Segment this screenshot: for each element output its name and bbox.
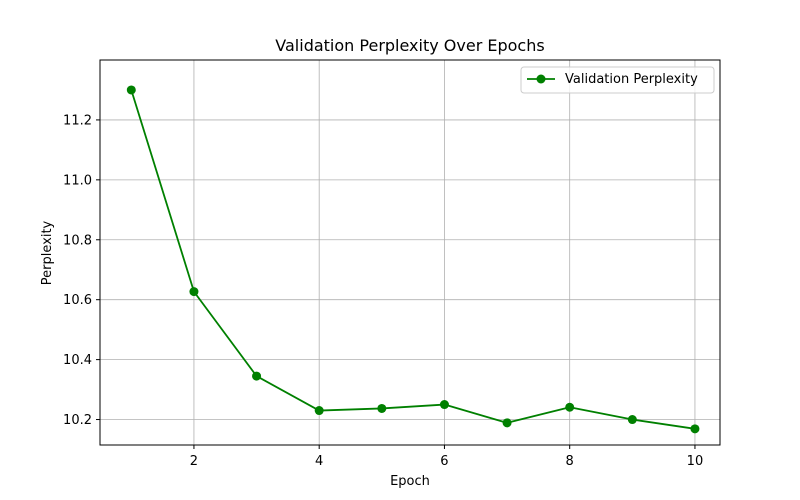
grid xyxy=(100,60,720,445)
data-point xyxy=(502,418,512,428)
data-point xyxy=(377,403,387,413)
data-point xyxy=(690,424,700,434)
x-axis-title: Epoch xyxy=(390,474,430,489)
data-point xyxy=(126,85,136,95)
plot-frame xyxy=(99,59,721,446)
ticks: 2 4 6 8 10 10.2 10.4 10.6 10.8 11.0 11.2 xyxy=(63,113,703,469)
data-point xyxy=(439,400,449,410)
series-line xyxy=(130,89,696,430)
y-tick-label: 10.4 xyxy=(63,353,92,368)
y-tick-label: 10.2 xyxy=(63,413,92,428)
legend: Validation Perplexity xyxy=(520,66,715,94)
x-tick-label: 2 xyxy=(190,454,198,469)
series-layer xyxy=(126,85,700,434)
y-tick-label: 10.6 xyxy=(63,293,92,308)
x-tick-label: 6 xyxy=(440,454,448,469)
legend-label: Validation Perplexity xyxy=(565,72,698,87)
legend-marker-sample xyxy=(536,74,546,84)
y-tick-label: 11.2 xyxy=(63,113,92,128)
legend-box xyxy=(520,66,715,94)
data-point xyxy=(314,406,324,416)
y-tick-label: 10.8 xyxy=(63,233,92,248)
data-point xyxy=(565,402,575,412)
y-axis-title: Perplexity xyxy=(40,220,55,285)
y-tick-label: 11.0 xyxy=(63,173,92,188)
data-point xyxy=(252,371,262,381)
x-tick-label: 10 xyxy=(687,454,704,469)
chart-title: Validation Perplexity Over Epochs xyxy=(275,36,544,55)
data-point xyxy=(189,287,199,297)
axes xyxy=(99,59,721,446)
x-tick-label: 4 xyxy=(315,454,323,469)
x-tick-label: 8 xyxy=(566,454,574,469)
data-point xyxy=(627,415,637,425)
